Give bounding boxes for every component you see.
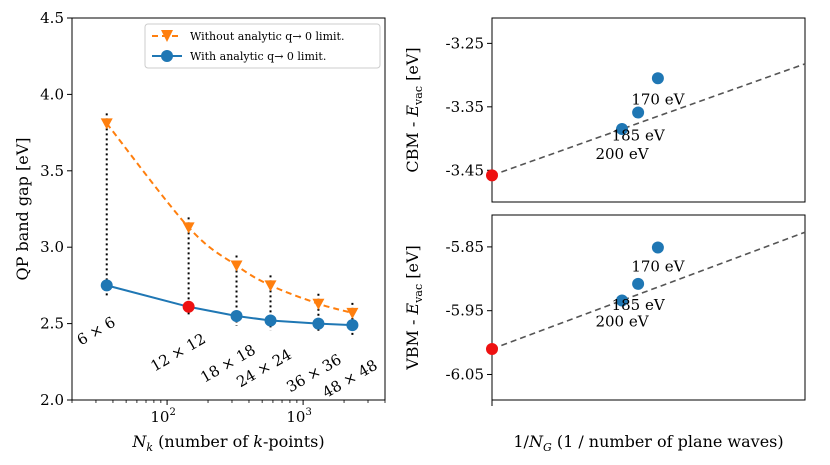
y-tick-label: -3.45 [446,161,484,179]
legend-swatch-triangle [161,30,173,42]
plot-frame [71,17,386,401]
series-without-limit-point [312,298,325,310]
y-tick-label: 2.0 [40,391,64,409]
series-without-limit-point [264,280,277,292]
legend-box [144,23,381,69]
series-with-limit-point [100,279,113,292]
series-without-limit-line [105,122,353,314]
plot-frame [491,214,806,401]
kgrid-label: 12 × 12 [148,330,209,376]
cutoff-point [632,277,645,290]
plot-frame [491,17,806,203]
x-axis-label: Nk (number of k-points) [131,432,324,454]
cutoff-label: 185 eV [612,127,666,145]
y-tick-label: 3.5 [40,162,64,180]
y-tick-label: 3.0 [40,238,64,256]
fit-line [491,63,806,177]
legend-label: Without analytic q→ 0 limit. [190,30,344,43]
cutoff-label: 200 eV [595,312,649,330]
y-tick-label: -5.95 [446,302,484,320]
series-with-limit-point [264,314,277,327]
y-tick-label: -3.35 [446,98,484,116]
series-with-limit-point [182,300,195,313]
cutoff-point [632,106,645,119]
y-tick-label: 2.5 [40,315,64,333]
legend: Without analytic q→ 0 limit. With analyti… [144,23,381,69]
series-without-limit-point [230,260,243,272]
cutoff-label: 170 eV [631,90,685,108]
y-axis-label: VBM - Evac [eV] [403,245,425,371]
cutoff-point [616,123,628,136]
y-tick-label: -5.85 [446,238,484,256]
x-axis-label: 1/NG (1 / number of plane waves) [513,432,783,454]
y-tick-label: 4.0 [40,85,64,103]
series-with-limit-point [312,317,325,330]
series-without-limit-point [100,118,113,130]
cutoff-label: 170 eV [631,258,685,276]
y-tick-label: 4.5 [40,9,64,27]
series-without-limit-point [182,222,195,234]
extrapolated-point [486,342,498,355]
y-tick-label: -6.05 [446,365,484,383]
x-tick-label: 102 [150,407,175,426]
y-axis-label: QP band gap [eV] [13,138,32,281]
y-tick-label: -3.25 [446,34,484,52]
series-with-limit-point [346,319,359,332]
kpoint-convergence-chart: 2.0 2.5 3.0 3.5 4.0 4.5 102 103 QP band gap [eV]… [13,9,386,454]
x-tick-label: 103 [286,407,311,426]
legend-swatch-circle [161,50,173,62]
series-without-limit-point [346,307,359,319]
series-with-limit-point [230,309,243,322]
y-axis-label: CBM - Evac [eV] [403,47,425,172]
cutoff-label: 185 eV [612,296,666,314]
cutoff-point [616,294,628,307]
extrapolated-point [486,169,498,182]
cutoff-point [651,241,664,254]
fit-line [491,231,806,350]
legend-label: With analytic q→ 0 limit. [190,50,326,63]
cutoff-point [651,72,664,85]
cutoff-label: 200 eV [595,145,649,163]
kgrid-label: 6 × 6 [74,313,119,349]
